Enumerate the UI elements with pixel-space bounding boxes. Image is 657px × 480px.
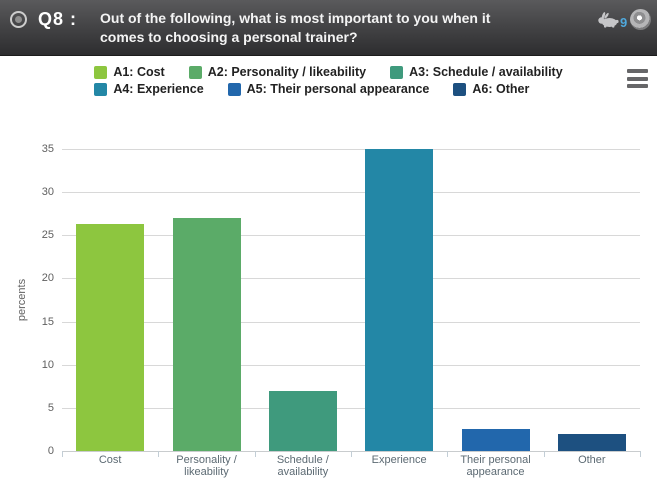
x-tick-mark — [447, 451, 449, 457]
legend-swatch-icon — [188, 65, 202, 79]
legend-label: A3: Schedule / availability — [409, 65, 563, 79]
target-record-icon[interactable] — [630, 9, 651, 30]
gridline — [62, 407, 640, 409]
y-tick-label: 20 — [41, 272, 54, 285]
question-text: Out of the following, what is most impor… — [100, 9, 590, 47]
legend-item-4[interactable]: A4: Experience — [94, 82, 204, 96]
bar-their-personal-appearance[interactable] — [461, 429, 530, 451]
y-tick-label: 15 — [41, 315, 54, 328]
question-line-2: comes to choosing a personal trainer? — [100, 29, 358, 45]
bar-other[interactable] — [557, 433, 626, 451]
x-tick-mark — [640, 451, 641, 457]
legend-row: A4: Experience A5: Their personal appeara… — [94, 82, 562, 96]
response-count: 9 — [620, 15, 628, 30]
x-category-label: Personality / likeability — [176, 454, 237, 478]
gridline — [62, 235, 640, 237]
legend-swatch-icon — [94, 65, 108, 79]
x-category-label: Schedule / availability — [276, 454, 329, 478]
x-category-label: Other — [578, 454, 606, 466]
legend-row: A1: Cost A2: Personality / likeability A3:… — [94, 65, 563, 79]
legend-swatch-icon — [94, 82, 108, 96]
question-number: Q8 : — [38, 9, 78, 29]
legend-item-3[interactable]: A3: Schedule / availability — [390, 65, 563, 79]
x-tick-mark — [543, 451, 545, 457]
radio-button-icon — [10, 11, 27, 28]
legend-item-1[interactable]: A1: Cost — [94, 65, 165, 79]
y-tick-label: 35 — [41, 143, 54, 155]
x-tick-mark — [351, 451, 352, 457]
x-tick-mark — [158, 451, 160, 457]
x-tick-mark — [62, 451, 63, 457]
gridline — [62, 321, 640, 323]
y-axis-labels: 0 5 10 15 20 25 30 35 — [0, 143, 54, 457]
legend-item-2[interactable]: A2: Personality / likeability — [188, 65, 367, 79]
legend-label: A5: Their personal appearance — [246, 82, 430, 96]
y-tick-label: 10 — [41, 358, 54, 371]
legend-label: A1: Cost — [113, 65, 165, 79]
y-tick-label: 5 — [47, 401, 54, 414]
bar-schedule-availability[interactable] — [268, 390, 337, 451]
y-tick-label: 0 — [47, 445, 54, 457]
gridline — [62, 364, 640, 366]
bar-personality-likeability[interactable] — [172, 218, 241, 451]
x-axis-labels: Cost Personality / likeability Schedule / … — [62, 454, 640, 480]
gridline — [62, 192, 640, 194]
bar-experience[interactable] — [365, 149, 434, 451]
legend-swatch-icon — [453, 82, 467, 96]
plot-area — [62, 149, 641, 457]
y-tick-label: 25 — [41, 229, 54, 242]
legend-swatch-icon — [227, 82, 241, 96]
question-line-1: Out of the following, what is most impor… — [100, 10, 491, 26]
x-category-label: Their personal appearance — [460, 454, 531, 478]
y-tick-label: 30 — [41, 186, 54, 199]
question-header: Q8 : Out of the following, what is most … — [0, 0, 657, 56]
gridline — [62, 149, 640, 150]
legend-block: A1: Cost A2: Personality / likeability A3:… — [94, 65, 563, 96]
hamburger-menu-icon[interactable] — [627, 69, 648, 88]
legend-swatch-icon — [390, 65, 404, 79]
legend-label: A6: Other — [472, 82, 530, 96]
rabbit-icon — [597, 12, 619, 33]
legend-label: A4: Experience — [113, 82, 204, 96]
gridline — [62, 278, 640, 280]
response-speed-indicator: 9 — [597, 12, 627, 33]
legend-item-5[interactable]: A5: Their personal appearance — [227, 82, 430, 96]
x-category-label: Experience — [371, 454, 427, 466]
legend-label: A2: Personality / likeability — [207, 65, 367, 79]
x-category-label: Cost — [98, 454, 122, 466]
chart-legend: A1: Cost A2: Personality / likeability A3:… — [0, 65, 657, 96]
legend-item-6[interactable]: A6: Other — [453, 82, 529, 96]
x-tick-mark — [254, 451, 256, 457]
bar-cost[interactable] — [76, 224, 145, 451]
